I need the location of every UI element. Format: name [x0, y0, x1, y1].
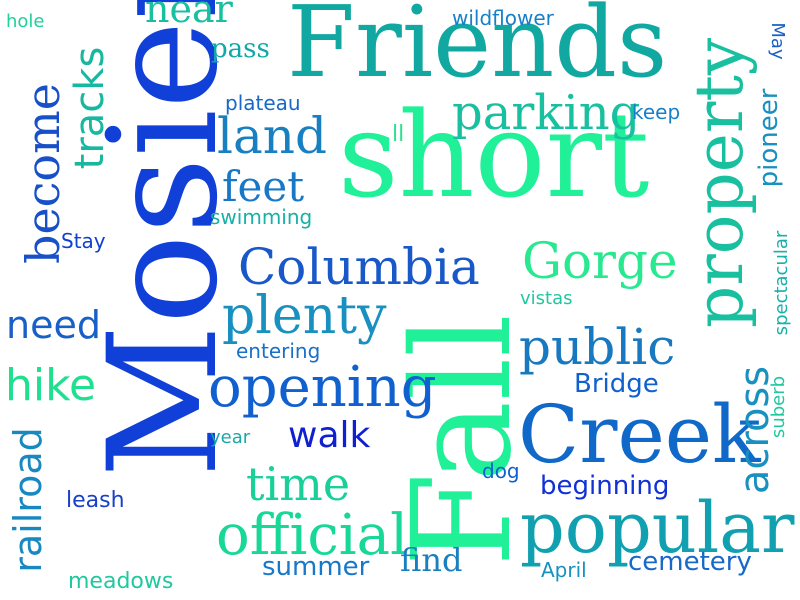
word-wildflower: wildflower	[452, 6, 554, 30]
word-columbia: Columbia	[238, 238, 480, 296]
word-may: May	[767, 22, 788, 60]
word-pass: pass	[211, 34, 270, 64]
word-property: property	[681, 37, 758, 328]
word-hike: hike	[5, 360, 97, 411]
word-keep: keep	[632, 100, 681, 124]
word-year: year	[210, 427, 251, 448]
word-stay: Stay	[61, 229, 106, 253]
word-suberb: suberb	[768, 375, 789, 439]
word-opening: opening	[208, 355, 437, 420]
word-gorge: Gorge	[522, 232, 678, 290]
word-april: April	[541, 558, 587, 582]
word-bridge: Bridge	[574, 369, 659, 399]
word-parking: parking	[452, 85, 641, 141]
word-friends: Friends	[287, 0, 668, 100]
word-plateau: plateau	[225, 91, 301, 115]
word-vistas: vistas	[520, 288, 573, 309]
word-feet: feet	[222, 162, 305, 211]
word-railroad: railroad	[6, 427, 50, 573]
word-find: find	[400, 541, 463, 579]
word-tracks: tracks	[67, 46, 113, 170]
word-near: near	[145, 0, 233, 31]
word-popular: popular	[520, 487, 795, 569]
word-leash: leash	[66, 488, 125, 513]
word-swimming: swimming	[210, 205, 313, 229]
word-short: short	[338, 86, 650, 224]
word-become: become	[16, 83, 70, 264]
word-time: time	[246, 457, 351, 511]
word-meadows: meadows	[68, 569, 174, 594]
word-need: need	[6, 303, 101, 347]
word-cemetery: cemetery	[628, 547, 752, 577]
word-creek: Creek	[518, 388, 761, 481]
word-hole: hole	[6, 11, 45, 32]
word-entering: entering	[236, 339, 321, 363]
word-dog: dog	[482, 459, 520, 483]
word-land: land	[217, 107, 328, 165]
word-plenty: plenty	[222, 286, 387, 346]
word-beginning: beginning	[540, 471, 670, 501]
word-official: official	[216, 503, 408, 568]
word-public: public	[519, 318, 676, 376]
word-pioneer: pioneer	[754, 88, 784, 188]
word-walk: walk	[288, 415, 371, 456]
word-summer: summer	[262, 552, 370, 582]
word-ll: ll	[392, 122, 405, 147]
word-spectacular: spectacular	[771, 230, 792, 336]
